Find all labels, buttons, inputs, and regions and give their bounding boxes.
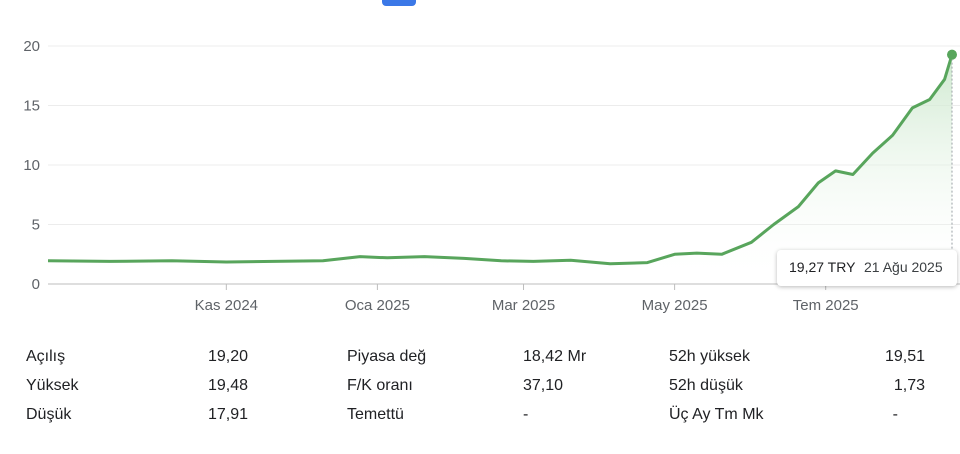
y-tick-label: 20 bbox=[23, 38, 40, 55]
hover-point[interactable] bbox=[947, 49, 957, 60]
x-tick-label: Kas 2024 bbox=[195, 297, 258, 314]
tooltip-date: 21 Ağu 2025 bbox=[864, 259, 943, 275]
stat-value-quarterly-div: - bbox=[892, 406, 898, 423]
stat-label-52w-low: 52h düşük bbox=[669, 377, 743, 394]
stat-label-low: Düşük bbox=[26, 406, 72, 423]
y-tick-label: 15 bbox=[23, 98, 40, 115]
x-tick-label: Tem 2025 bbox=[793, 297, 859, 314]
tooltip-price: 19,27 TRY bbox=[789, 259, 856, 275]
price-tooltip: 19,27 TRY 21 Ağu 2025 bbox=[777, 250, 957, 286]
stat-label-high: Yüksek bbox=[26, 377, 79, 394]
stat-label-open: Açılış bbox=[26, 348, 66, 365]
stat-value-market-cap: 18,42 Mr bbox=[523, 348, 587, 365]
x-tick-label: Oca 2025 bbox=[345, 297, 410, 314]
stat-value-52w-high: 19,51 bbox=[884, 348, 925, 365]
stat-label-quarterly-div: Üç Ay Tm Mk bbox=[669, 406, 764, 423]
x-tick-label: Mar 2025 bbox=[492, 297, 555, 314]
x-tick-label: May 2025 bbox=[642, 297, 708, 314]
y-tick-label: 0 bbox=[32, 276, 40, 293]
stat-value-pe-ratio: 37,10 bbox=[523, 377, 564, 394]
y-tick-label: 10 bbox=[23, 157, 40, 174]
stat-value-open: 19,20 bbox=[207, 348, 248, 365]
stat-value-dividend: - bbox=[523, 406, 529, 423]
y-tick-label: 5 bbox=[32, 217, 40, 234]
price-line bbox=[47, 54, 954, 266]
stat-value-low: 17,91 bbox=[207, 406, 248, 423]
stat-value-52w-low: 1,73 bbox=[893, 377, 925, 394]
range-tab-indicator[interactable] bbox=[382, 0, 416, 6]
stat-label-52w-high: 52h yüksek bbox=[669, 348, 750, 365]
stats-table: Açılış 19,20 Yüksek 19,48 Düşük 17,91 Pi… bbox=[0, 340, 960, 440]
stat-label-market-cap: Piyasa değ bbox=[347, 348, 427, 365]
stat-label-dividend: Temettü bbox=[347, 406, 404, 423]
stat-label-pe-ratio: F/K oranı bbox=[347, 377, 413, 394]
stat-value-high: 19,48 bbox=[207, 377, 248, 394]
